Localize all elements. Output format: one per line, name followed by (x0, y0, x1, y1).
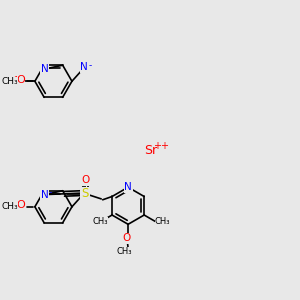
Text: CH₃: CH₃ (7, 77, 24, 86)
Text: CH₃: CH₃ (93, 217, 108, 226)
Text: N: N (124, 182, 132, 192)
Text: O: O (122, 233, 131, 243)
Text: -: - (88, 61, 91, 70)
Text: O: O (81, 176, 89, 185)
Text: S: S (82, 187, 89, 200)
Text: CH₃: CH₃ (1, 77, 18, 86)
Text: -: - (48, 189, 52, 198)
Text: CH₃: CH₃ (154, 217, 170, 226)
Text: O: O (16, 75, 25, 85)
Text: CH₃: CH₃ (117, 247, 132, 256)
Text: N: N (80, 188, 88, 198)
Text: ++: ++ (153, 140, 169, 151)
Text: N: N (41, 64, 48, 74)
Text: O: O (16, 200, 25, 210)
Text: O: O (13, 76, 21, 86)
Text: N: N (41, 190, 48, 200)
Text: CH₃: CH₃ (1, 202, 18, 211)
Text: Sr: Sr (144, 143, 157, 157)
Text: N: N (80, 62, 88, 73)
